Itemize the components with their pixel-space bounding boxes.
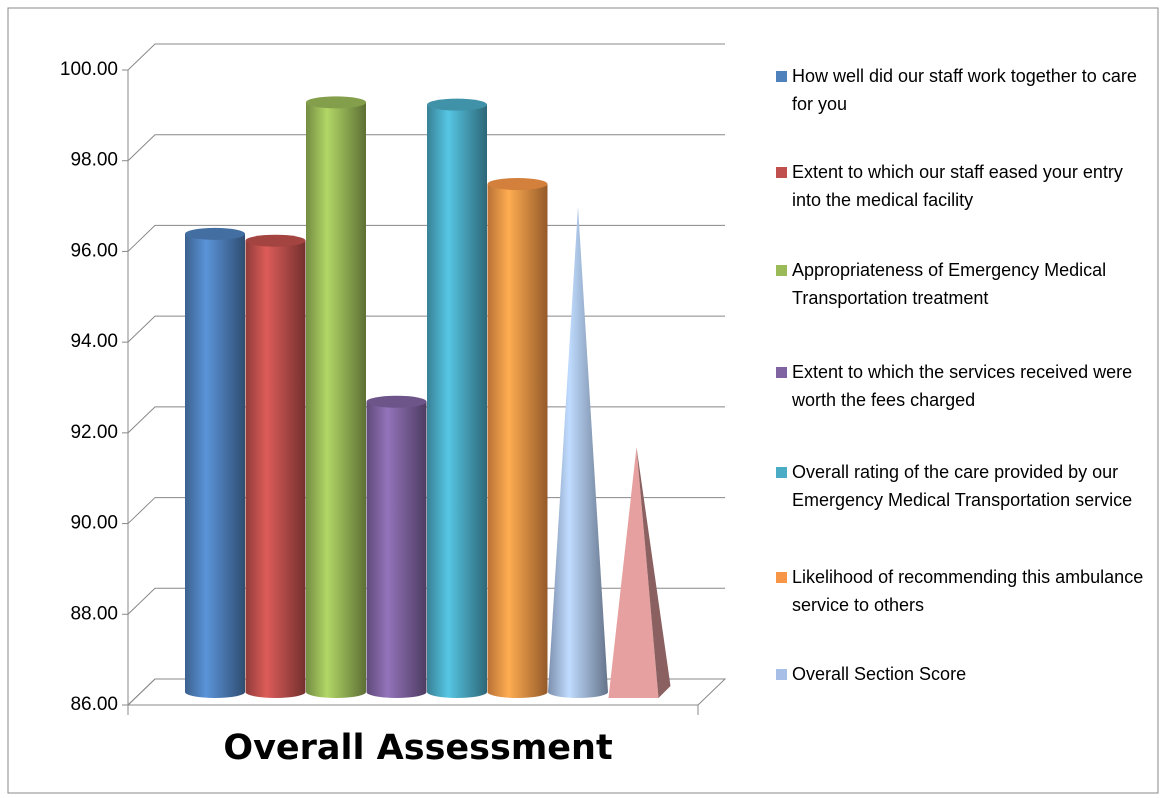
bar-body (245, 240, 306, 699)
bar (608, 447, 671, 698)
bar (366, 395, 427, 698)
legend-entry: Overall rating of the care provided by o… (776, 458, 1156, 514)
bar (487, 178, 548, 698)
grid-line (127, 134, 725, 162)
legend-entry: Likelihood of recommending this ambulanc… (776, 563, 1156, 619)
legend-label: Appropriateness of Emergency Medical Tra… (792, 260, 1107, 308)
bar-body (427, 104, 487, 698)
legend-entry: How well did our staff work together to … (776, 62, 1156, 118)
bar-top (185, 227, 245, 240)
chart-title: Overall Assessment (223, 728, 613, 768)
legend-swatch (776, 167, 787, 178)
bar (185, 227, 245, 698)
y-tick-label: 96.00 (70, 240, 118, 261)
legend-label: Extent to which our staff eased your ent… (792, 162, 1123, 210)
legend-swatch (776, 71, 787, 82)
legend-label: Likelihood of recommending this ambulanc… (792, 567, 1144, 615)
bar-face (608, 447, 659, 698)
bar (548, 206, 608, 698)
bar-top (245, 234, 306, 247)
border (7, 7, 1159, 794)
grid-line (127, 43, 725, 71)
legend-swatch (776, 572, 787, 583)
bar-body (487, 184, 548, 698)
y-tick-label: 94.00 (70, 331, 118, 352)
bar-body (366, 401, 427, 698)
bar-side (636, 447, 671, 698)
legend-label: Overall rating of the care provided by o… (792, 462, 1133, 510)
legend-entry: Appropriateness of Emergency Medical Tra… (776, 256, 1156, 312)
y-tick-label: 92.00 (70, 422, 118, 443)
legend-swatch (776, 367, 787, 378)
y-tick-label: 100.00 (60, 59, 118, 80)
bar (306, 96, 366, 699)
legend-label: Overall Section Score (792, 664, 967, 684)
bar-body (306, 102, 366, 699)
y-tick-label: 88.00 (70, 603, 118, 624)
bar-top (487, 178, 548, 190)
legend-swatch (776, 669, 787, 680)
bar-top (306, 96, 366, 109)
bar (427, 98, 487, 698)
y-tick-label: 98.00 (70, 150, 118, 171)
legend-entry: Extent to which the services received we… (776, 358, 1156, 414)
bar-top (427, 98, 487, 111)
legend-entry: Overall Section Score (776, 660, 1156, 688)
bar (245, 234, 306, 699)
bar-body (185, 233, 245, 698)
bar-top (366, 395, 427, 408)
y-tick-label: 90.00 (70, 513, 118, 534)
legend-swatch (776, 467, 787, 478)
legend-label: How well did our staff work together to … (792, 66, 1137, 114)
legend-entry: Extent to which our staff eased your ent… (776, 158, 1156, 214)
legend-swatch (776, 265, 787, 276)
legend-label: Extent to which the services received we… (792, 362, 1133, 410)
y-tick-label: 86.00 (70, 694, 118, 715)
